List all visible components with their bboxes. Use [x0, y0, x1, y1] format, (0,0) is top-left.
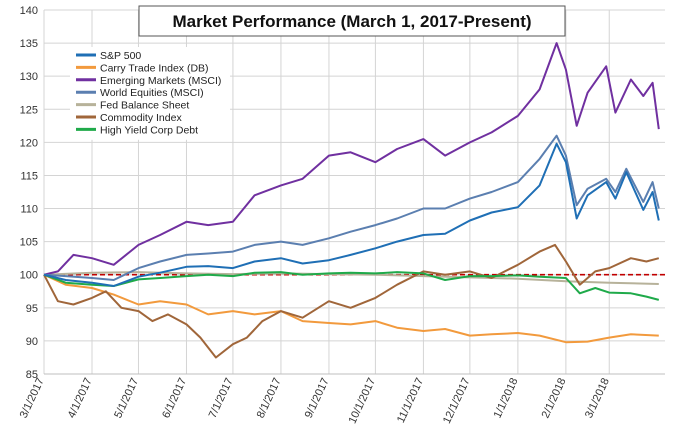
legend-label: Emerging Markets (MSCI): [100, 75, 221, 87]
legend-label: High Yield Corp Debt: [100, 124, 198, 136]
legend-label: S&P 500: [100, 50, 141, 62]
y-tick-label: 110: [20, 204, 38, 216]
y-tick-label: 95: [26, 303, 38, 315]
y-axis-tick-labels: 85 90 95 100 105 110 115 120 125 130 135 140: [20, 5, 38, 381]
y-tick-label: 85: [26, 369, 38, 381]
y-tick-label: 120: [20, 137, 38, 149]
series-line-emerging-markets-msci: [43, 42, 660, 276]
chart-title: Market Performance (March 1, 2017-Presen…: [172, 12, 531, 31]
y-tick-label: 130: [20, 71, 38, 83]
legend-label: Fed Balance Sheet: [100, 100, 189, 112]
series-line-commodity-index: [43, 243, 660, 359]
chart-title-box: Market Performance (March 1, 2017-Presen…: [138, 5, 566, 37]
series-lines: [43, 42, 660, 359]
legend-label: Carry Trade Index (DB): [100, 62, 209, 74]
series-line-s-p-500: [43, 142, 660, 287]
series-line-world-equities-msci: [43, 134, 660, 281]
legend-label: Commodity Index: [100, 112, 182, 124]
y-tick-label: 115: [20, 170, 38, 182]
legend-label: World Equities (MSCI): [100, 87, 204, 99]
series-line-carry-trade-index-db: [43, 273, 659, 344]
series-line-high-yield-corp-debt: [43, 271, 660, 301]
y-tick-label: 140: [20, 5, 38, 17]
title-frame: [138, 5, 566, 37]
y-tick-label: 125: [20, 104, 38, 116]
legend-box: [70, 47, 230, 140]
y-tick-label: 90: [26, 336, 38, 348]
y-tick-label: 135: [20, 38, 38, 50]
y-tick-label: 105: [20, 237, 38, 249]
series-line-fed-balance-sheet: [43, 271, 659, 285]
y-tick-label: 100: [20, 270, 38, 282]
